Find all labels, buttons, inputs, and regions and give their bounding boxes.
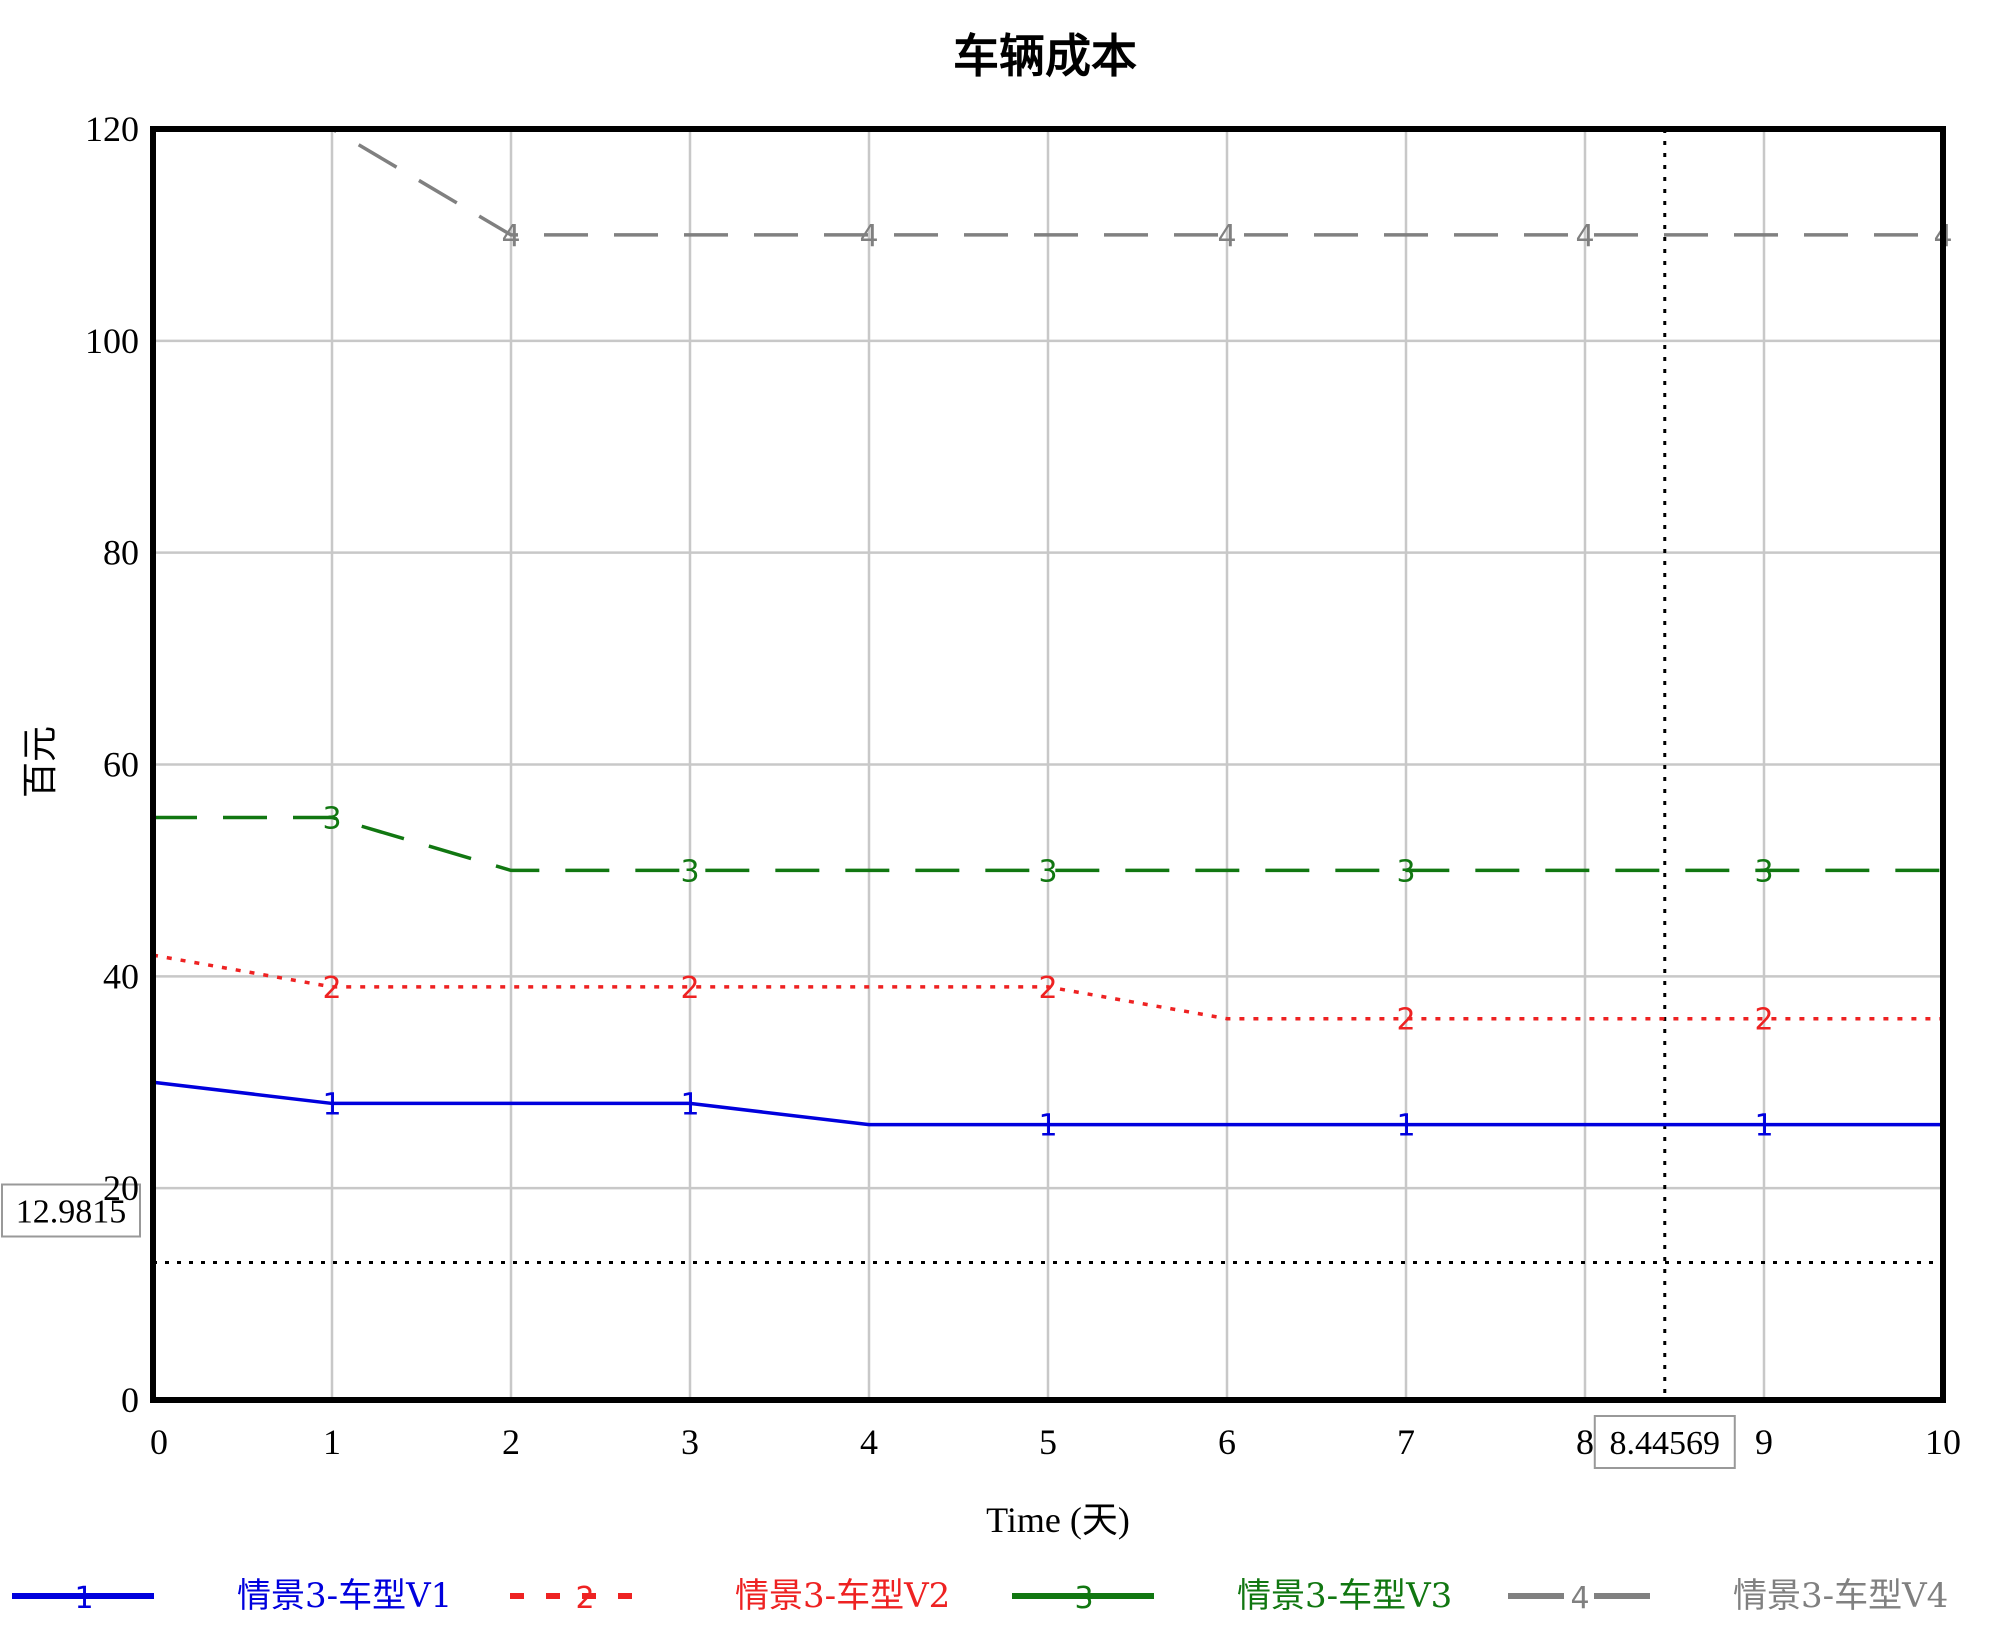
x-tick-label: 6 [1218,1422,1236,1462]
series-marker: 2 [1396,1003,1415,1038]
legend-label: 情景3-车型V2 [735,1576,950,1616]
series-marker: 4 [501,219,520,254]
x-tick-label: 1 [323,1422,341,1462]
legend-marker: 2 [575,1581,594,1616]
cursor-crosshair: 12.9815 8.44569 [1,129,1943,1469]
cursor-x-label: 8.44569 [1610,1425,1721,1462]
x-tick-label: 2 [502,1422,520,1462]
series-marker: 2 [680,971,699,1006]
x-tick-label: 5 [1039,1422,1057,1462]
y-tick-label: 100 [85,321,139,361]
x-tick-label: 8 [1576,1422,1594,1462]
series-marker: 1 [680,1087,699,1122]
series-marker: 2 [1038,971,1057,1006]
y-tick-label: 60 [103,745,139,785]
series-marker: 1 [1038,1109,1057,1144]
legend-marker: 1 [74,1581,93,1616]
y-axis-label: 百元 [20,726,60,798]
grid [151,127,1945,1402]
legend-item: 3 情景3-车型V3 [1012,1576,1452,1616]
legend-label: 情景3-车型V4 [1733,1576,1948,1616]
legend-marker: 3 [1074,1581,1093,1616]
x-tick-label: 10 [1925,1422,1961,1462]
series-marker: 2 [322,971,341,1006]
series-1: 1 1 1 1 1 [152,1080,1943,1144]
series-marker: 4 [1575,219,1594,254]
cursor-y-label: 12.9815 [16,1194,127,1231]
series-line [152,1080,1943,1127]
series-marker: 2 [1754,1003,1773,1038]
legend-item: 2 情景3-车型V2 [510,1576,950,1616]
series-marker: 1 [1754,1109,1773,1144]
series-marker: 3 [680,854,699,889]
x-tick-label: 9 [1755,1422,1773,1462]
x-tick-label: 3 [681,1422,699,1462]
cursor-x-box [1593,1415,1736,1469]
plot-frame [150,126,1946,1403]
y-tick-label: 120 [85,109,139,149]
cursor-y-box [1,1183,141,1238]
series-marker: 1 [1396,1109,1415,1144]
x-axis-label: Time (天) [986,1500,1130,1540]
y-tick-label: 80 [103,533,139,573]
y-tick-label: 20 [103,1168,139,1208]
legend-marker: 4 [1570,1581,1589,1616]
series-marker: 1 [322,1087,341,1122]
legend-label: 情景3-车型V3 [1237,1576,1452,1616]
series-marker: 3 [1754,854,1773,889]
legend-item: 1 情景3-车型V1 [12,1576,452,1616]
legend: 1 情景3-车型V1 2 情景3-车型V2 3 情景3-车型V3 4 情景3-车型V4 [12,1576,1948,1616]
series-line [153,815,1943,873]
x-tick-label: 4 [860,1422,878,1462]
series-marker: 4 [1217,219,1236,254]
legend-label: 情景3-车型V1 [237,1576,452,1616]
x-tick-label: 7 [1397,1422,1415,1462]
series-marker: 3 [322,801,341,836]
series-line [153,127,1943,237]
series-2: 2 2 2 2 2 [152,953,1943,1038]
y-tick-label: 40 [103,956,139,996]
x-tick-label: 0 [150,1422,168,1462]
series-marker: 3 [1396,854,1415,889]
series-layer: 1 11 1 12 2 22 233 3 3 34 4 4 4 4 [152,127,1953,1144]
y-tick-label: 0 [121,1380,139,1420]
series-marker: 4 [859,219,878,254]
series-3: 3 3 3 3 3 [153,801,1943,889]
series-line [152,953,1943,1021]
chart-title: 车辆成本 [953,29,1137,83]
series-marker: 3 [1038,854,1057,889]
legend-item: 4 情景3-车型V4 [1508,1576,1948,1616]
